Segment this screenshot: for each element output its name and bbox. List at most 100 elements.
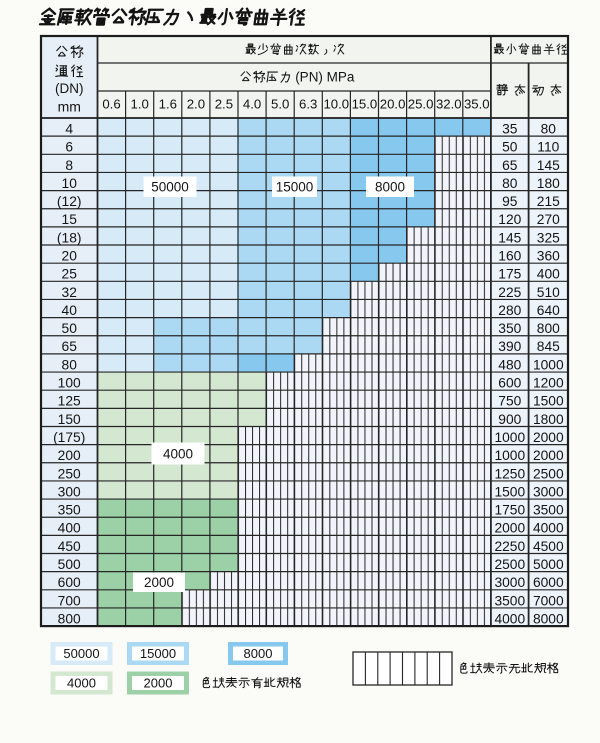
svg-text:4500: 4500 [533,539,564,554]
svg-text:600: 600 [498,376,521,391]
svg-text:5.0: 5.0 [271,97,289,112]
svg-text:1000: 1000 [533,357,564,372]
svg-text:20.0: 20.0 [380,97,406,112]
svg-text:40: 40 [62,303,78,318]
svg-text:145: 145 [537,158,560,173]
svg-text:225: 225 [498,285,521,300]
svg-text:450: 450 [58,539,81,554]
svg-text:200: 200 [58,448,81,463]
svg-text:15.0: 15.0 [352,97,378,112]
svg-text:15: 15 [62,212,78,227]
svg-text:120: 120 [498,212,521,227]
svg-text:80: 80 [62,357,78,372]
svg-text:1000: 1000 [494,448,525,463]
svg-text:(12): (12) [57,194,82,209]
svg-text:4000: 4000 [67,676,96,691]
svg-text:270: 270 [537,212,560,227]
svg-text:350: 350 [58,503,81,518]
svg-text:1200: 1200 [533,376,564,391]
svg-text:35.0: 35.0 [464,97,490,112]
svg-text:800: 800 [537,321,560,336]
svg-text:3500: 3500 [494,593,525,608]
svg-text:65: 65 [502,158,518,173]
svg-text:750: 750 [498,394,521,409]
svg-text:15000: 15000 [140,646,176,661]
svg-text:32.0: 32.0 [436,97,462,112]
svg-text:4000: 4000 [494,611,525,626]
svg-text:65: 65 [62,339,78,354]
svg-text:7000: 7000 [533,593,564,608]
svg-text:1750: 1750 [494,503,525,518]
svg-text:400: 400 [58,521,81,536]
svg-text:900: 900 [498,412,521,427]
svg-text:480: 480 [498,357,521,372]
svg-text:6.3: 6.3 [299,97,317,112]
svg-text:400: 400 [537,267,560,282]
svg-text:280: 280 [498,303,521,318]
svg-text:3500: 3500 [533,503,564,518]
svg-text:2000: 2000 [494,521,525,536]
svg-text:15000: 15000 [276,180,314,195]
svg-text:125: 125 [58,394,81,409]
svg-text:2000: 2000 [144,575,174,590]
svg-text:6000: 6000 [533,575,564,590]
svg-text:50000: 50000 [63,646,99,661]
svg-text:1250: 1250 [494,466,525,481]
svg-text:2500: 2500 [494,557,525,572]
svg-text:510: 510 [537,285,560,300]
svg-text:390: 390 [498,339,521,354]
svg-text:600: 600 [58,575,81,590]
svg-text:2.0: 2.0 [187,97,205,112]
svg-text:20: 20 [62,249,78,264]
svg-text:80: 80 [541,122,557,137]
svg-text:32: 32 [62,285,77,300]
svg-text:110: 110 [537,140,559,155]
svg-text:(18): (18) [57,230,82,245]
svg-text:2.5: 2.5 [215,97,233,112]
svg-text:160: 160 [498,249,521,264]
svg-text:350: 350 [498,321,521,336]
svg-text:215: 215 [537,194,560,209]
svg-text:250: 250 [58,466,81,481]
svg-text:1000: 1000 [494,430,525,445]
svg-text:700: 700 [58,593,81,608]
svg-text:(PN) MPa: (PN) MPa [295,70,355,85]
svg-text:4: 4 [65,122,73,137]
svg-text:2500: 2500 [533,466,564,481]
svg-text:(175): (175) [53,430,85,445]
svg-text:8: 8 [65,158,73,173]
svg-text:2000: 2000 [533,430,564,445]
svg-text:10.0: 10.0 [323,97,349,112]
svg-text:8000: 8000 [533,611,564,626]
svg-text:640: 640 [537,303,560,318]
svg-text:25: 25 [62,267,78,282]
svg-text:50000: 50000 [151,180,189,195]
svg-text:1.0: 1.0 [131,97,149,112]
svg-text:2000: 2000 [144,676,173,691]
svg-text:3000: 3000 [533,484,564,499]
svg-text:500: 500 [58,557,81,572]
svg-text:1800: 1800 [533,412,564,427]
svg-text:8000: 8000 [244,646,273,661]
svg-text:1500: 1500 [494,484,525,499]
svg-text:845: 845 [537,339,560,354]
svg-text:180: 180 [537,176,560,191]
svg-text:80: 80 [502,176,518,191]
svg-text:5000: 5000 [533,557,564,572]
svg-text:175: 175 [498,267,521,282]
svg-text:10: 10 [62,176,78,191]
svg-text:1500: 1500 [533,394,564,409]
svg-text:25.0: 25.0 [408,97,434,112]
svg-text:8000: 8000 [375,180,405,195]
svg-text:95: 95 [502,194,518,209]
svg-text:4.0: 4.0 [243,97,261,112]
svg-text:6: 6 [65,140,73,155]
svg-text:mm: mm [58,99,81,115]
svg-text:150: 150 [58,412,81,427]
svg-text:4000: 4000 [163,446,193,461]
svg-text:(DN): (DN) [55,81,84,96]
svg-text:360: 360 [537,249,560,264]
svg-text:4000: 4000 [533,521,564,536]
svg-text:145: 145 [498,230,521,245]
svg-text:2250: 2250 [494,539,525,554]
